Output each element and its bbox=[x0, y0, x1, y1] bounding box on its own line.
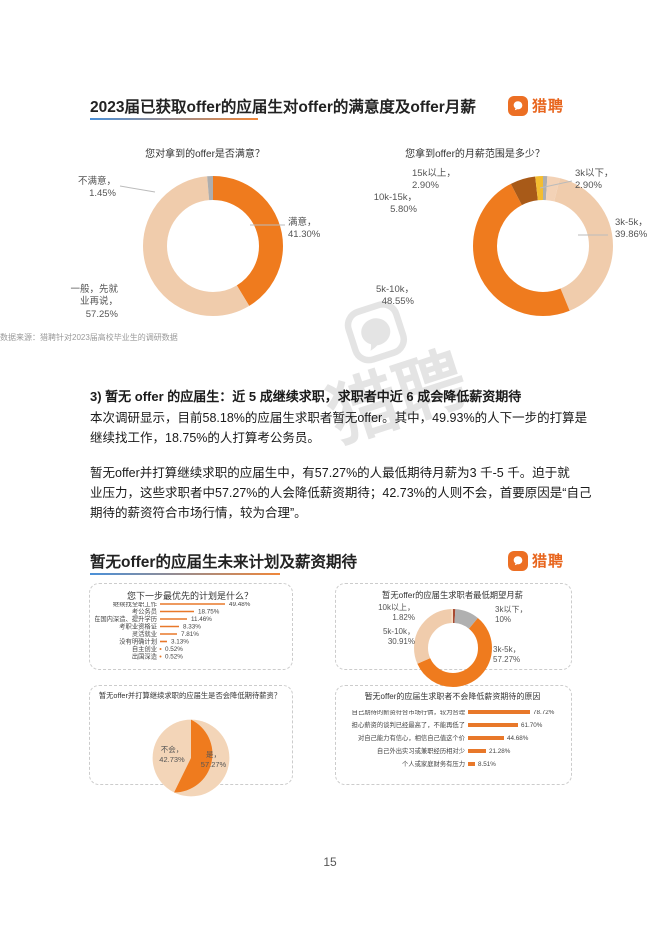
svg-text:自己外出实习或兼职经历相对少: 自己外出实习或兼职经历相对少 bbox=[377, 746, 465, 755]
svg-text:在国内深造、提升学历: 在国内深造、提升学历 bbox=[95, 614, 157, 623]
svg-text:出国深造: 出国深造 bbox=[132, 652, 158, 661]
svg-text:自己期待的薪资符合市场行情，较为合理: 自己期待的薪资符合市场行情，较为合理 bbox=[352, 710, 466, 716]
svg-text:对自己能力有信心，相信自己值这个价: 对自己能力有信心，相信自己值这个价 bbox=[358, 733, 466, 742]
svg-text:44.68%: 44.68% bbox=[507, 735, 529, 742]
svg-text:灵活就业: 灵活就业 bbox=[132, 629, 157, 638]
svg-text:担心薪资的谈判已经最高了，不能再低了: 担心薪资的谈判已经最高了，不能再低了 bbox=[352, 720, 465, 729]
svg-text:考公务员: 考公务员 bbox=[132, 607, 157, 616]
svg-text:0.52%: 0.52% bbox=[165, 654, 183, 661]
svg-text:8.51%: 8.51% bbox=[478, 761, 496, 768]
svg-text:18.75%: 18.75% bbox=[198, 609, 220, 616]
svg-text:考职业资格证: 考职业资格证 bbox=[119, 622, 157, 631]
svg-text:个人或家庭财务有压力: 个人或家庭财务有压力 bbox=[402, 759, 465, 768]
svg-text:3.13%: 3.13% bbox=[171, 639, 189, 646]
svg-text:78.72%: 78.72% bbox=[533, 710, 555, 716]
svg-text:61.70%: 61.70% bbox=[521, 722, 543, 729]
svg-text:49.48%: 49.48% bbox=[229, 602, 251, 608]
svg-text:继续找全职工作: 继续找全职工作 bbox=[113, 602, 158, 608]
svg-text:0.52%: 0.52% bbox=[165, 646, 183, 653]
svg-text:21.28%: 21.28% bbox=[489, 748, 511, 755]
svg-text:8.33%: 8.33% bbox=[183, 624, 201, 631]
svg-text:7.81%: 7.81% bbox=[181, 631, 199, 638]
svg-text:没有明确计划: 没有明确计划 bbox=[119, 637, 157, 646]
svg-text:11.46%: 11.46% bbox=[191, 616, 212, 623]
svg-text:自主创业: 自主创业 bbox=[132, 644, 157, 653]
